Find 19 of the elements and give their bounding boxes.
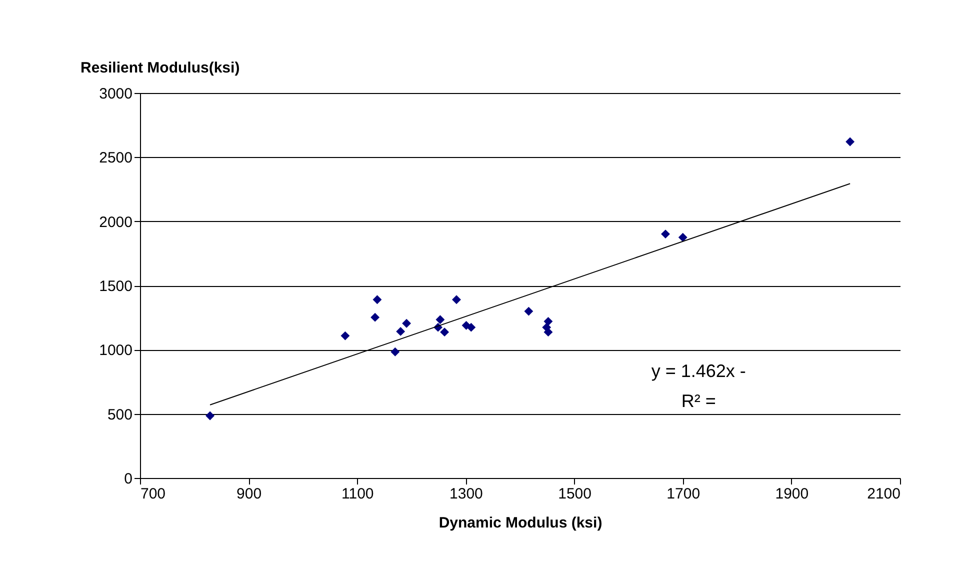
x-tick-label: 2100 — [867, 486, 900, 502]
y-tick-label: 1500 — [99, 278, 132, 295]
y-axis-title: Resilient Modulus(ksi) — [80, 60, 240, 76]
x-tick-label: 1700 — [666, 486, 700, 502]
x-tick-label: 1500 — [558, 486, 592, 502]
y-tick-label: 500 — [107, 406, 132, 424]
x-tick-label: 1900 — [775, 486, 809, 502]
annotation: y = 1.462x - — [651, 361, 746, 382]
annotation: R² = — [681, 391, 716, 412]
x-axis-title: Dynamic Modulus (ksi) — [438, 514, 602, 532]
y-tick-label: 2000 — [99, 214, 132, 231]
x-tick-label: 1300 — [450, 486, 483, 502]
y-tick-label: 3000 — [99, 86, 132, 102]
x-tick-label: 900 — [236, 486, 262, 502]
y-tick-label: 2500 — [99, 150, 132, 167]
x-tick-label: 1100 — [342, 486, 374, 502]
y-tick-label: 1000 — [99, 342, 132, 360]
y-tick-label: 0 — [124, 470, 132, 488]
x-tick-label: 700 — [140, 486, 166, 502]
